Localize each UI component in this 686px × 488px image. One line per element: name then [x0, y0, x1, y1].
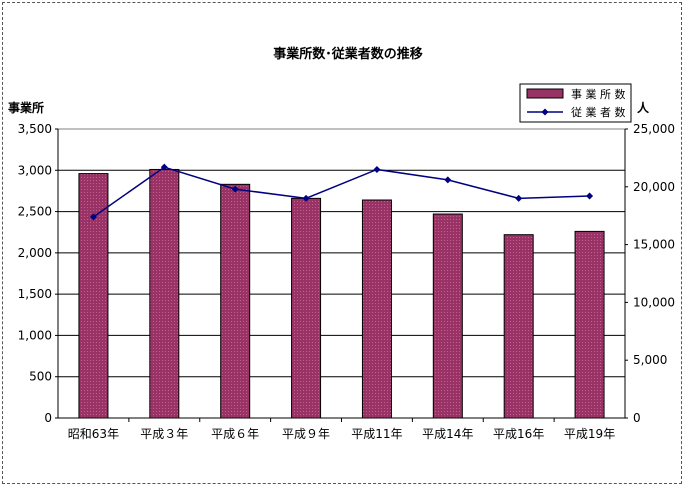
legend-line-marker: [541, 108, 549, 116]
line-point: [444, 176, 452, 184]
bar: [361, 199, 392, 419]
x-tick-label: 平成19年: [564, 427, 615, 441]
series-line: [93, 166, 590, 218]
line-point: [231, 185, 239, 193]
x-tick-label: 平成16年: [493, 427, 544, 441]
y-tick-left-label: 3,000: [18, 163, 52, 177]
plot-area: [57, 128, 626, 419]
chart-frame: [2, 2, 682, 484]
y-tick-right-label: 10,000: [633, 295, 675, 309]
bar: [432, 213, 463, 419]
line-point: [160, 163, 168, 171]
y-tick-left-label: 500: [29, 370, 52, 384]
line-point: [586, 192, 594, 200]
bar: [503, 234, 534, 419]
y-tick-left-label: 3,500: [18, 122, 52, 136]
y-tick-right-label: 25,000: [633, 122, 675, 136]
line-point: [373, 165, 381, 173]
bar: [291, 197, 322, 419]
x-tick-label: 昭和63年: [68, 427, 119, 441]
x-tick-label: 平成９年: [282, 427, 330, 441]
line-point: [89, 213, 97, 221]
legend-bar-swatch: [526, 88, 564, 99]
legend-bar-label: 事 業 所 数: [571, 88, 626, 101]
x-tick-label: 平成14年: [422, 427, 473, 441]
chart-title: 事業所数･従業者数の推移: [273, 46, 423, 62]
y-tick-left-label: 2,000: [18, 246, 52, 260]
legend: 事 業 所 数 従 業 者 数: [519, 83, 632, 123]
y-tick-left-label: 0: [44, 411, 52, 425]
bar: [574, 230, 605, 419]
x-tick-label: 平成11年: [351, 427, 402, 441]
x-tick-label: 平成３年: [140, 427, 188, 441]
legend-line-label: 従 業 者 数: [571, 106, 626, 119]
y-axis-label-right: 人: [637, 100, 650, 115]
y-axis-label-left: 事業所: [8, 100, 44, 115]
bar: [220, 183, 251, 419]
y-tick-left-label: 1,000: [18, 328, 52, 342]
y-tick-left-label: 2,500: [18, 205, 52, 219]
line-point: [302, 194, 310, 202]
y-tick-right-label: 15,000: [633, 238, 675, 252]
line-point: [515, 194, 523, 202]
x-tick-label: 平成６年: [211, 427, 259, 441]
y-tick-left-label: 1,500: [18, 287, 52, 301]
y-tick-right-label: 20,000: [633, 180, 675, 194]
y-tick-right-label: 0: [633, 411, 641, 425]
y-tick-right-label: 5,000: [633, 353, 667, 367]
bar: [149, 168, 180, 419]
